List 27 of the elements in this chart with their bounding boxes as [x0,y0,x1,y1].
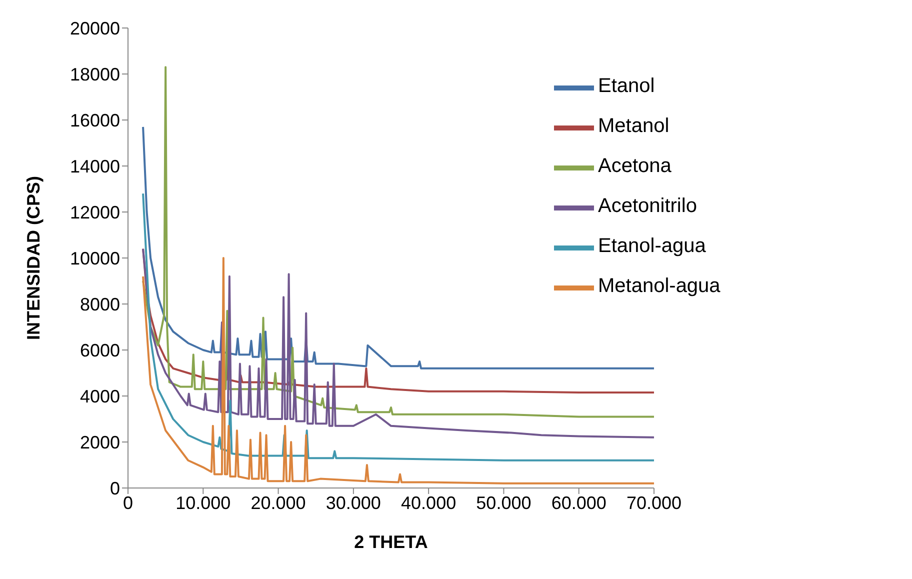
legend-label: Etanol-agua [598,235,706,258]
legend-label: Metanol-agua [598,275,720,298]
y-tick-label: 2000 [80,432,120,452]
y-tick-label: 18000 [70,64,120,84]
y-tick-label: 0 [110,478,120,498]
x-tick-label: 0 [122,492,134,513]
y-tick-label: 8000 [80,294,120,314]
x-axis-title: 2 THETA [354,532,428,552]
x-tick-label: 40.000 [401,492,456,513]
x-tick-label: 20.000 [250,492,306,513]
y-tick-label: 14000 [70,156,120,176]
x-tick-label: 30.000 [326,492,381,513]
x-tick-label: 50.000 [476,492,532,513]
legend-label: Acetona [598,155,672,178]
y-tick-label: 20000 [70,18,120,38]
y-tick-label: 12000 [70,202,120,222]
legend-label: Metanol [598,115,670,138]
x-tick-label: 70.000 [626,492,682,513]
x-tick-label: 60.000 [551,492,606,513]
y-tick-label: 16000 [70,110,120,130]
x-tick-label: 10.000 [176,492,231,513]
legend-label: Etanol [598,75,655,98]
y-axis-title: INTENSIDAD (CPS) [23,176,44,340]
legend-label: Acetonitrilo [598,195,697,218]
y-tick-label: 6000 [80,340,120,360]
y-tick-label: 10000 [70,248,120,268]
y-tick-label: 4000 [80,386,120,406]
